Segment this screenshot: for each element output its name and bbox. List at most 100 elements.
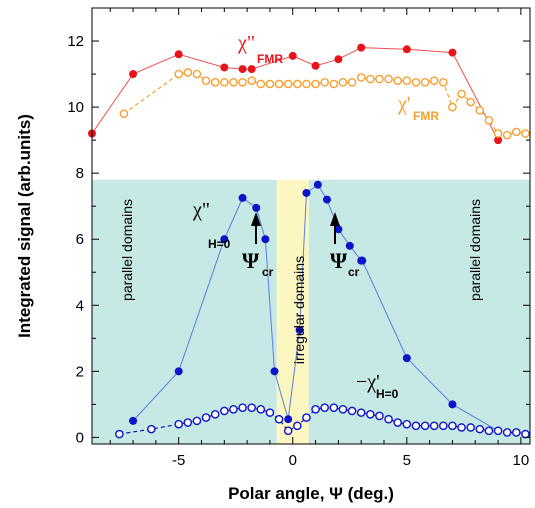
series-1-point-24 [384,74,393,84]
series-1-point-25 [393,76,402,85]
region-1 [276,179,309,444]
x-tick-label-1: 0 [289,452,297,469]
series-label-chi2-fmr-main: χ" [237,32,255,54]
series-1-point-37 [502,130,512,140]
y-tick-label-1: 2 [76,363,84,380]
psi-cr-arrowhead-left [251,212,261,226]
series-3-point-21 [347,406,357,416]
region-2 [308,179,530,444]
series-3-point-39 [512,428,521,437]
series-0-line [91,47,499,141]
y-tick-label-6: 12 [67,33,84,50]
series-2-point-8 [295,326,304,335]
series-1-point-8 [238,78,247,87]
series-1-point-36 [493,129,503,138]
series-2-point-13 [345,241,354,250]
series-1-point-20 [347,78,357,87]
series-2-point-0 [129,416,138,425]
series-3-point-22 [356,408,366,417]
region-0 [92,179,277,444]
series-1-point-15 [302,79,311,89]
x-axis-title: Polar angle, Ψ (deg.) [228,484,394,503]
series-3-point-32 [448,421,457,431]
series-3-point-38 [502,428,512,437]
series-3-point-33 [457,423,466,432]
series-1-point-34 [475,106,485,115]
series-label-chi1-h0-sub: H=0 [376,387,399,401]
series-3-point-40 [521,429,530,439]
series-3-point-19 [329,403,339,412]
series-1-point-23 [375,74,384,84]
series-3-point-0 [115,429,124,439]
series-1-line [123,71,526,136]
series-3-point-36 [484,426,494,436]
series-1-point-39 [521,129,530,138]
y-axis-title: Integrated signal (arb.units) [15,114,34,338]
psi-cr-sub-left: cr [262,265,274,279]
series-3-point-1 [147,424,156,434]
series-1-point-18 [329,79,339,89]
series-3-point-29 [420,421,430,431]
series-1-point-19 [338,78,348,87]
series-1-point-30 [439,78,448,87]
series-2-point-3 [238,193,247,202]
series-3-point-37 [493,426,503,436]
series-3-point-10 [247,403,256,412]
series-2-point-9 [302,188,311,197]
series-label-chi1-h0-main: −χ' [356,371,380,393]
series-0-point-2 [174,50,183,59]
series-3-point-30 [429,421,439,431]
y-tick-label-5: 10 [67,99,84,116]
series-0-point-12 [494,136,503,145]
x-tick-label-3: 10 [513,452,530,469]
series-3-point-23 [366,409,375,419]
series-0-point-1 [129,70,138,79]
psi-cr-arrowhead-right [330,212,340,226]
series-0-point-8 [334,55,343,64]
series-1-point-32 [457,89,466,99]
series-1-point-7 [229,78,238,87]
series-2-point-10 [313,180,322,189]
series-1-point-2 [183,68,193,77]
series-2-point-17 [448,400,457,409]
series-0-point-9 [357,43,366,52]
series-3-point-27 [402,419,412,429]
series-3-point-26 [393,418,402,427]
series-1-point-31 [448,102,457,112]
region-label-right: parallel domains [467,199,483,301]
series-3-point-20 [338,405,348,414]
series-2-point-6 [270,367,279,376]
series-2-point-4 [252,203,261,212]
series-3-point-17 [311,405,320,414]
axis-ticks: -5 0 5 10 0 2 4 6 8 10 12 [67,7,530,469]
series-3-point-28 [411,421,421,431]
series-label-chi1-fmr-main: χ' [397,93,410,115]
series-3-point-12 [265,408,275,417]
psi-cr-annotation-left: Ψ cr [242,212,274,279]
series-3-point-14 [283,426,293,436]
series-label-chi2-fmr: χ" FMR [237,32,283,66]
series-3-point-11 [256,405,266,414]
series-2-point-1 [174,367,183,376]
series-3-point-9 [238,403,247,412]
series-label-chi2-fmr-sub: FMR [257,52,283,66]
series-1-point-12 [274,79,284,89]
psi-cr-symbol-right: Ψ [330,248,348,273]
series-1-point-9 [247,76,256,85]
series-2-point-11 [322,195,331,204]
series-0-point-7 [311,61,320,70]
series-0-point-4 [238,65,247,74]
x-tick-label-0: -5 [172,452,185,469]
series-3-point-15 [293,421,302,431]
series-2-point-16 [402,354,411,363]
series-3-point-34 [466,423,475,432]
series-points [88,43,530,439]
series-1-point-6 [220,78,229,87]
series-1-point-22 [366,74,375,84]
plot-frame [91,7,531,445]
series-1-point-17 [320,78,329,87]
series-1-point-38 [512,127,521,137]
series-1-point-0 [119,109,129,118]
series-label-chi2-h0-sub: H=0 [208,237,231,251]
